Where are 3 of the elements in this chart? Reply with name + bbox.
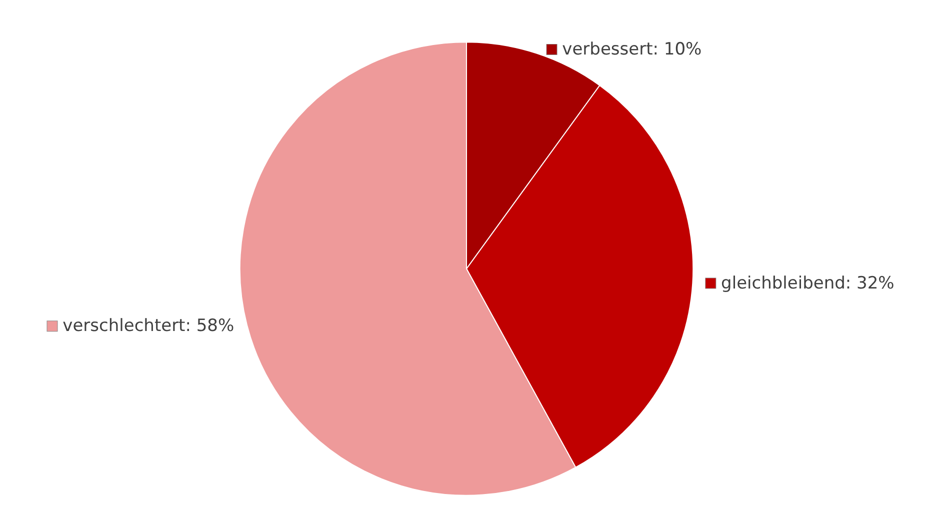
legend-label: verbessert: 10% xyxy=(556,39,702,60)
legend-label: gleichbleibend: 32% xyxy=(716,273,894,294)
legend-label: verschlechtert: 58% xyxy=(57,316,234,336)
